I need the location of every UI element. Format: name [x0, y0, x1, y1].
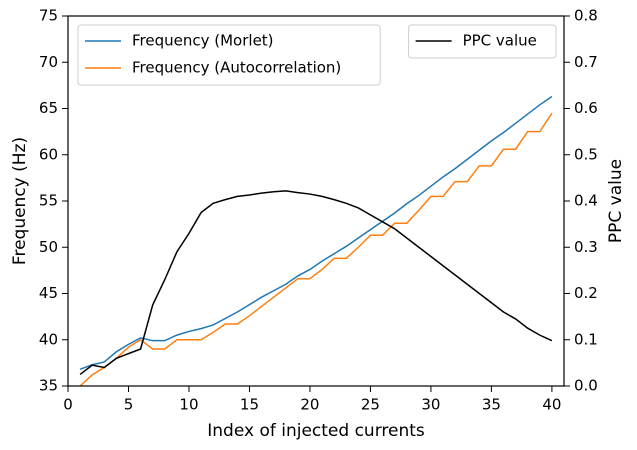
y-tick-label: 40	[39, 330, 58, 348]
y2-tick-label: 0.6	[574, 99, 598, 117]
y-tick-label: 75	[39, 7, 58, 25]
y2-tick-label: 0.7	[574, 53, 598, 71]
y-tick-label: 45	[39, 284, 58, 302]
y2-tick-label: 0.2	[574, 284, 598, 302]
y-tick-label: 70	[39, 53, 58, 71]
x-tick-label: 40	[542, 396, 561, 414]
y2-tick-label: 0.5	[574, 145, 598, 163]
x-tick-label: 5	[124, 396, 134, 414]
y-tick-label: 55	[39, 192, 58, 210]
series-line	[79, 95, 553, 371]
x-tick-label: 10	[179, 396, 198, 414]
y-tick-label: 50	[39, 238, 58, 256]
x-tick-label: 20	[300, 396, 319, 414]
y2-tick-label: 0.1	[574, 330, 598, 348]
y-tick-label: 60	[39, 145, 58, 163]
y2-axis-label: PPC value	[606, 159, 626, 243]
series-line	[79, 190, 553, 376]
legend-box	[408, 24, 557, 59]
x-axis-label: Index of injected currents	[207, 421, 425, 441]
x-tick-label: 35	[482, 396, 501, 414]
legend-box	[77, 24, 381, 86]
y-axis-label: Frequency (Hz)	[10, 137, 30, 265]
y2-tick-label: 0.0	[574, 377, 598, 395]
y2-tick-label: 0.8	[574, 7, 598, 25]
legend-label: Frequency (Morlet)	[132, 32, 274, 50]
y-tick-label: 65	[39, 99, 58, 117]
plot-frame	[67, 15, 565, 387]
x-tick-label: 25	[361, 396, 380, 414]
legend-label: PPC value	[463, 32, 537, 50]
series-line	[79, 112, 553, 387]
y-tick-label: 35	[39, 377, 58, 395]
x-tick-label: 15	[240, 396, 259, 414]
y2-tick-label: 0.4	[574, 192, 598, 210]
legend-label: Frequency (Autocorrelation)	[132, 59, 341, 77]
y2-tick-label: 0.3	[574, 238, 598, 256]
x-tick-label: 30	[421, 396, 440, 414]
x-tick-label: 0	[63, 396, 73, 414]
